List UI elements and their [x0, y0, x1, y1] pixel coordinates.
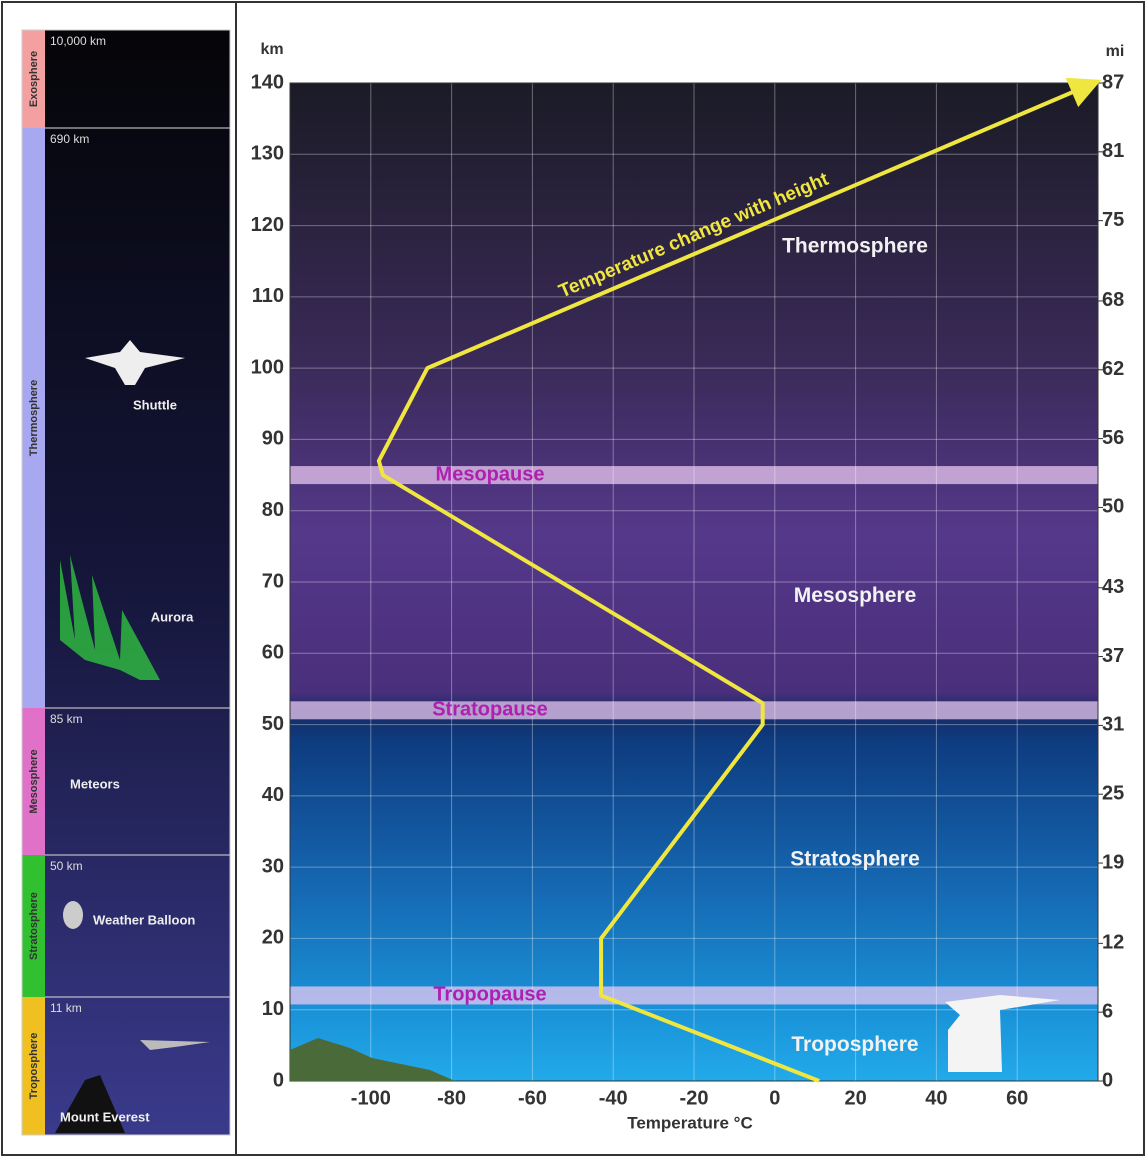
region-label: Mesosphere [794, 584, 917, 607]
pause-band [290, 466, 1098, 485]
layer-strip [22, 128, 45, 708]
layer-name: Mesosphere [28, 749, 40, 813]
x-tick-label: 0 [769, 1087, 780, 1109]
pause-label: Tropopause [433, 984, 546, 1006]
y-tick-label: 100 [251, 356, 284, 378]
temperature-line [376, 77, 1102, 1083]
balloon-icon [63, 901, 83, 929]
x-tick-label: 20 [844, 1087, 866, 1109]
x-axis-label: Temperature °C [627, 1113, 753, 1132]
y-tick-label: 80 [262, 499, 284, 521]
y-axis-label: km [260, 41, 283, 58]
everest-icon [55, 1075, 125, 1133]
y2-tick-label: 0 [1102, 1069, 1113, 1091]
y-tick-label: 60 [262, 642, 284, 664]
object-label: Mount Everest [60, 1109, 150, 1124]
y2-tick-label: 43 [1102, 576, 1124, 598]
y-tick-label: 130 [251, 143, 284, 165]
layer-strip [22, 855, 45, 997]
layer-strip [22, 708, 45, 855]
y2-axis-label: mi [1106, 43, 1125, 60]
layer-name: Stratosphere [28, 892, 40, 960]
plot-background [290, 83, 1098, 1081]
x-tick-label: -60 [518, 1087, 547, 1109]
y-tick-label: 120 [251, 214, 284, 236]
layer-name: Troposphere [28, 1033, 40, 1100]
y-tick-label: 110 [252, 285, 284, 307]
plot-frame [289, 82, 1099, 1082]
x-tick-label: -20 [680, 1087, 709, 1109]
y2-tick-label: 25 [1102, 782, 1124, 804]
layer-strip [22, 997, 45, 1135]
layer-altitude: 50 km [50, 859, 83, 873]
y-tick-label: 0 [273, 1069, 284, 1091]
object-label: Aurora [151, 609, 194, 624]
layer-altitude: 10,000 km [50, 34, 106, 48]
cloud [945, 995, 1060, 1072]
mountains [290, 1038, 455, 1081]
shuttle-icon [85, 340, 185, 385]
layer-name: Thermosphere [28, 380, 40, 456]
x-tick-label: -40 [599, 1087, 628, 1109]
x-tick-label: 40 [925, 1087, 947, 1109]
object-label: Weather Balloon [93, 912, 195, 927]
pause-band [290, 701, 1098, 720]
x-tick-label: 60 [1006, 1087, 1028, 1109]
x-tick-label: -80 [437, 1087, 466, 1109]
jet-icon [140, 1040, 210, 1050]
y2-tick-label: 68 [1102, 289, 1124, 311]
pause-label: Stratopause [432, 699, 548, 721]
y2-tick-label: 81 [1102, 140, 1124, 162]
object-label: Shuttle [133, 397, 177, 412]
y-tick-label: 90 [262, 428, 284, 450]
layer-strip [22, 30, 45, 128]
layer-altitude: 11 km [50, 1001, 82, 1015]
pause-label: Mesopause [436, 463, 545, 485]
y-tick-label: 20 [262, 927, 284, 949]
layer-name: Exosphere [28, 51, 40, 107]
layer-altitude: 690 km [50, 132, 89, 146]
layer-altitude: 85 km [50, 712, 83, 726]
y2-tick-label: 6 [1102, 1000, 1113, 1022]
region-label: Thermosphere [782, 235, 928, 258]
y2-tick-label: 62 [1102, 358, 1124, 380]
y-tick-label: 140 [251, 71, 284, 93]
y2-tick-label: 37 [1102, 645, 1124, 667]
region-label: Stratosphere [790, 848, 920, 871]
x-tick-label: -100 [351, 1087, 391, 1109]
aurora-icon [60, 555, 160, 680]
y-tick-label: 40 [262, 784, 284, 806]
pause-band [290, 986, 1098, 1005]
y-tick-label: 30 [262, 855, 284, 877]
y2-tick-label: 75 [1102, 209, 1124, 231]
y2-tick-label: 31 [1102, 714, 1124, 736]
y2-tick-label: 87 [1102, 71, 1124, 93]
y2-tick-label: 56 [1102, 427, 1124, 449]
y2-tick-label: 19 [1102, 851, 1124, 873]
y-tick-label: 10 [262, 998, 284, 1020]
y2-tick-label: 50 [1102, 496, 1124, 518]
region-label: Troposphere [791, 1033, 918, 1056]
y-tick-label: 50 [262, 713, 284, 735]
object-label: Meteors [70, 776, 120, 791]
y2-tick-label: 12 [1102, 932, 1124, 954]
sidebar-frame [21, 29, 231, 1136]
y-tick-label: 70 [262, 570, 284, 592]
